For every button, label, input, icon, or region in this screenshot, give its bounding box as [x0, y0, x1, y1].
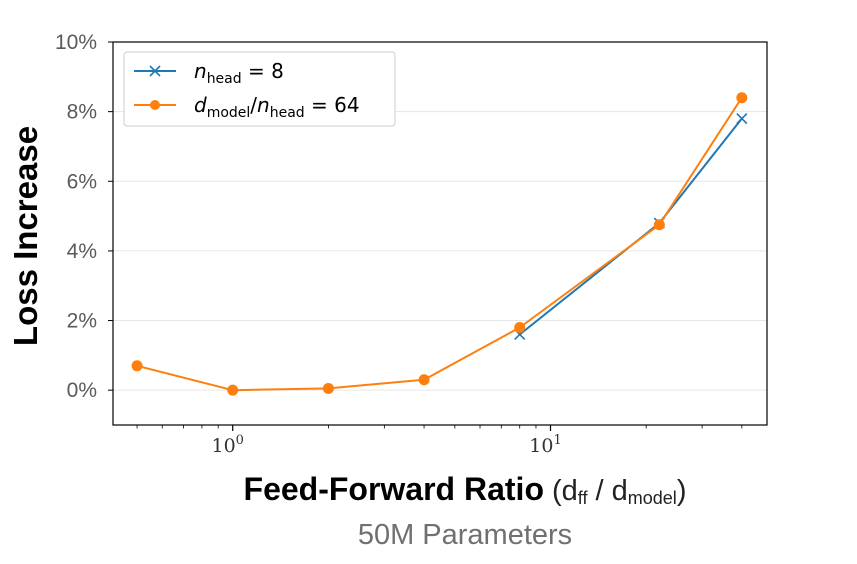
- legend-label-nhead: nhead = 8: [194, 59, 284, 87]
- x-axis-label-sub-model: model: [628, 488, 677, 508]
- y-tick-label-4: 8%: [67, 101, 97, 124]
- x-axis-label-paren-open: (d: [552, 475, 578, 507]
- y-tick-label-5: 10%: [55, 31, 97, 54]
- series-1-point-4: [514, 322, 526, 334]
- y-axis-label: Loss Increase: [7, 126, 44, 346]
- legend-dmodel-var: d: [194, 93, 207, 117]
- legend-nhead-rest: = 8: [242, 59, 284, 83]
- legend-dmodel-slash: /: [250, 93, 257, 117]
- series-line-1: [136, 97, 743, 392]
- series-0-point-2: [736, 113, 748, 125]
- legend-nhead-sub: head: [207, 71, 242, 87]
- legend-marker-x: [149, 65, 161, 77]
- x-tick-label-1: 101: [529, 433, 561, 457]
- series-1-point-1: [227, 384, 239, 396]
- y-tick-label-3: 6%: [67, 170, 97, 193]
- x-tick-label-0: 100: [211, 433, 243, 457]
- series-1-point-0: [131, 360, 143, 372]
- series-layer: [131, 92, 748, 396]
- x-axis-label-sub-ff: ff: [578, 488, 589, 508]
- legend-marker-circle: [150, 100, 160, 110]
- legend-dmodel-sub: model: [207, 105, 251, 121]
- legend-dmodel-sub2: head: [270, 105, 305, 121]
- axis-ticks: 0% 2% 4% 6% 8% 10% 100 101: [55, 31, 743, 457]
- legend-label-dmodel: dmodel/nhead = 64: [194, 93, 360, 121]
- x-axis-label-paren-close: ): [677, 475, 687, 507]
- series-1-point-5: [653, 219, 665, 231]
- legend-dmodel-rest: = 64: [305, 93, 360, 117]
- series-1-point-3: [418, 374, 430, 386]
- subtitle: 50M Parameters: [358, 519, 572, 551]
- legend-box: [123, 51, 396, 127]
- y-tick-label-2: 4%: [67, 240, 97, 263]
- x-axis-label-main: Feed-Forward Ratio: [244, 471, 544, 507]
- legend: nhead = 8 dmodel/nhead = 64: [123, 51, 396, 127]
- x-axis-label-slash: / d: [587, 475, 627, 507]
- legend-nhead-var: n: [194, 59, 207, 83]
- y-tick-label-1: 2%: [67, 310, 97, 333]
- legend-dmodel-var2: n: [257, 93, 270, 117]
- x-axis-label: Feed-Forward Ratio (dff / dmodel): [244, 471, 687, 508]
- plot-frame: [112, 41, 768, 426]
- series-1-point-6: [736, 92, 748, 104]
- y-tick-label-0: 0%: [67, 379, 97, 402]
- series-1-point-2: [322, 382, 334, 394]
